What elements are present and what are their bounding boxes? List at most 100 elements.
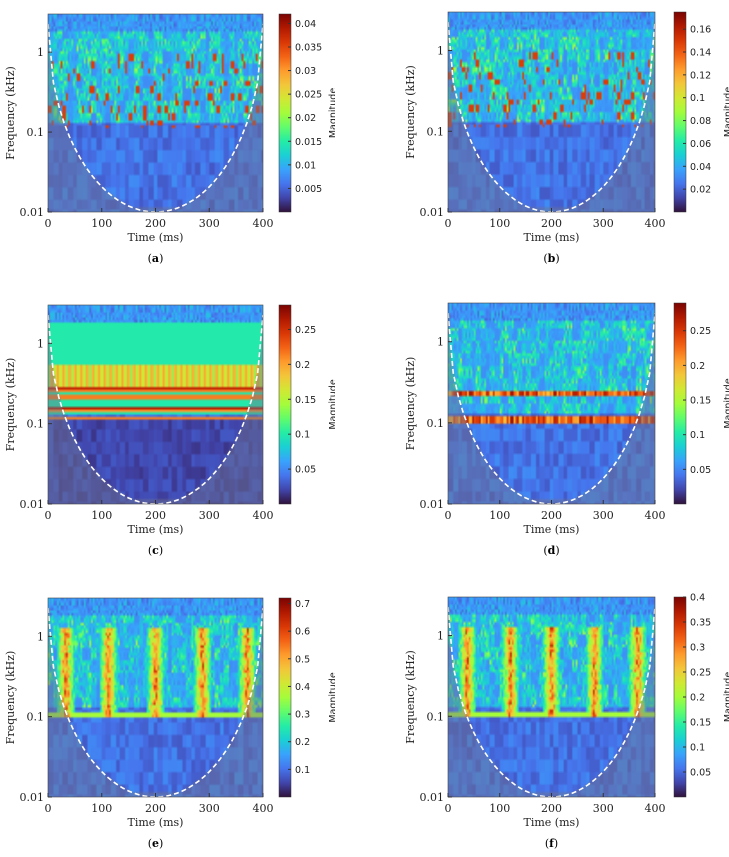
colorbar-tick-label: 0.4 <box>690 593 705 604</box>
colorbar <box>278 304 292 505</box>
colorbar <box>673 302 687 505</box>
colorbar-tick-label: 0.3 <box>295 710 310 721</box>
x-tick-label: 400 <box>645 802 666 815</box>
colorbar <box>673 11 687 213</box>
x-tick-label: 0 <box>445 802 452 815</box>
x-tick-label: 0 <box>45 217 52 230</box>
x-axis-label: Time (ms) <box>524 231 580 244</box>
x-tick-label: 400 <box>253 509 274 522</box>
colorbar-tick-label: 0.15 <box>690 396 711 407</box>
x-tick-label: 300 <box>593 217 614 230</box>
x-tick-label: 100 <box>489 509 510 522</box>
colorbar-tick-label: 0.01 <box>295 160 316 171</box>
colorbar-tick-label: 0.1 <box>690 430 705 441</box>
y-axis-label: Frequency (kHz) <box>404 650 417 744</box>
scalogram-image <box>448 597 655 797</box>
scalogram-image <box>448 12 655 212</box>
colorbar-tick-label: 0.1 <box>295 765 310 776</box>
colorbar-label: Magnitude <box>723 378 729 428</box>
x-tick-label: 300 <box>199 217 220 230</box>
x-tick-label: 200 <box>541 802 562 815</box>
colorbar-tick-label: 0.15 <box>690 718 711 729</box>
colorbar-tick-label: 0.5 <box>295 654 310 665</box>
x-tick-label: 0 <box>45 802 52 815</box>
y-tick-label: 1 <box>437 336 444 349</box>
x-tick-label: 200 <box>145 509 166 522</box>
colorbar-tick-label: 0.03 <box>295 66 316 77</box>
panel-caption: (c) <box>148 544 163 557</box>
scalogram-image <box>48 305 263 504</box>
y-tick-label: 0.1 <box>427 125 445 138</box>
colorbar-tick-label: 0.025 <box>295 90 322 101</box>
x-tick-label: 100 <box>91 802 112 815</box>
colorbar-tick-label: 0.1 <box>690 743 705 754</box>
scalogram-image <box>48 14 263 212</box>
colorbar-tick-label: 0.1 <box>295 430 310 441</box>
colorbar-tick-label: 0.2 <box>295 737 310 748</box>
y-tick-label: 1 <box>37 46 44 59</box>
y-tick-label: 1 <box>437 630 444 643</box>
colorbar-tick-label: 0.015 <box>295 137 322 148</box>
y-tick-label: 0.1 <box>27 711 45 724</box>
colorbar-label: Magnitude <box>328 88 335 138</box>
colorbar-tick-label: 0.25 <box>295 325 316 336</box>
panel-f: 0 100 200 300 400 1 0.1 0.01 Time (ms) Frequency … <box>404 593 729 851</box>
x-axis-label: Time (ms) <box>524 523 580 536</box>
panel-b: 0 100 200 300 400 1 0.1 0.01 Time (ms) Frequency … <box>404 11 729 265</box>
colorbar-tick-label: 0.05 <box>295 465 316 476</box>
panel-a: 0 100 200 300 400 1 0.1 0.01 Time (ms) Frequency … <box>4 13 335 265</box>
x-tick-label: 0 <box>45 509 52 522</box>
y-tick-label: 0.1 <box>427 710 445 723</box>
scalogram-image <box>48 598 263 797</box>
x-tick-label: 100 <box>489 802 510 815</box>
x-tick-label: 200 <box>145 217 166 230</box>
y-tick-label: 1 <box>37 337 44 350</box>
x-tick-label: 400 <box>253 802 274 815</box>
y-tick-label: 0.1 <box>27 418 45 431</box>
x-tick-label: 400 <box>253 217 274 230</box>
y-axis-label: Frequency (kHz) <box>4 66 17 160</box>
colorbar-tick-label: 0.6 <box>295 627 310 638</box>
panel-d: 0 100 200 300 400 1 0.1 0.01 Time (ms) Frequency … <box>404 302 729 557</box>
x-tick-label: 400 <box>645 217 666 230</box>
y-tick-label: 0.01 <box>420 206 445 219</box>
cone-of-influence <box>47 314 264 505</box>
panel-e: 0 100 200 300 400 1 0.1 0.01 Time (ms) Frequency … <box>4 597 335 850</box>
x-tick-label: 400 <box>645 509 666 522</box>
y-tick-label: 0.1 <box>427 417 445 430</box>
colorbar-tick-label: 0.1 <box>690 93 705 104</box>
y-tick-label: 1 <box>437 45 444 58</box>
x-tick-label: 0 <box>445 509 452 522</box>
colorbar <box>278 597 292 798</box>
colorbar-tick-label: 0.14 <box>690 48 711 59</box>
colorbar-tick-label: 0.035 <box>295 43 322 54</box>
x-tick-label: 300 <box>593 509 614 522</box>
colorbar-tick-label: 0.12 <box>690 70 711 81</box>
x-tick-label: 0 <box>445 217 452 230</box>
scalogram-image <box>448 303 655 504</box>
colorbar-tick-label: 0.35 <box>690 618 711 629</box>
colorbar-tick-label: 0.005 <box>295 184 322 195</box>
y-axis-label: Frequency (kHz) <box>4 651 17 745</box>
colorbar-tick-label: 0.2 <box>295 360 310 371</box>
x-tick-label: 200 <box>541 509 562 522</box>
y-axis-label: Frequency (kHz) <box>404 357 417 451</box>
colorbar-label: Magnitude <box>328 379 335 429</box>
cone-of-influence <box>47 607 264 798</box>
x-axis-label: Time (ms) <box>128 816 184 829</box>
x-tick-label: 100 <box>91 217 112 230</box>
colorbar-tick-label: 0.04 <box>295 19 316 30</box>
colorbar-tick-label: 0.06 <box>690 139 711 150</box>
y-tick-label: 0.1 <box>27 126 45 139</box>
y-axis-label: Frequency (kHz) <box>4 358 17 452</box>
colorbar-label: Magnitude <box>723 87 729 137</box>
colorbar-tick-label: 0.7 <box>295 599 310 610</box>
colorbar-tick-label: 0.15 <box>295 395 316 406</box>
x-tick-label: 300 <box>593 802 614 815</box>
colorbar-label: Magnitude <box>723 672 729 722</box>
panel-c: 0 100 200 300 400 1 0.1 0.01 Time (ms) Frequency … <box>4 304 335 557</box>
colorbar-tick-label: 0.16 <box>690 25 711 36</box>
y-tick-label: 0.01 <box>20 498 45 511</box>
panel-caption: (d) <box>543 544 559 557</box>
x-tick-label: 100 <box>91 509 112 522</box>
